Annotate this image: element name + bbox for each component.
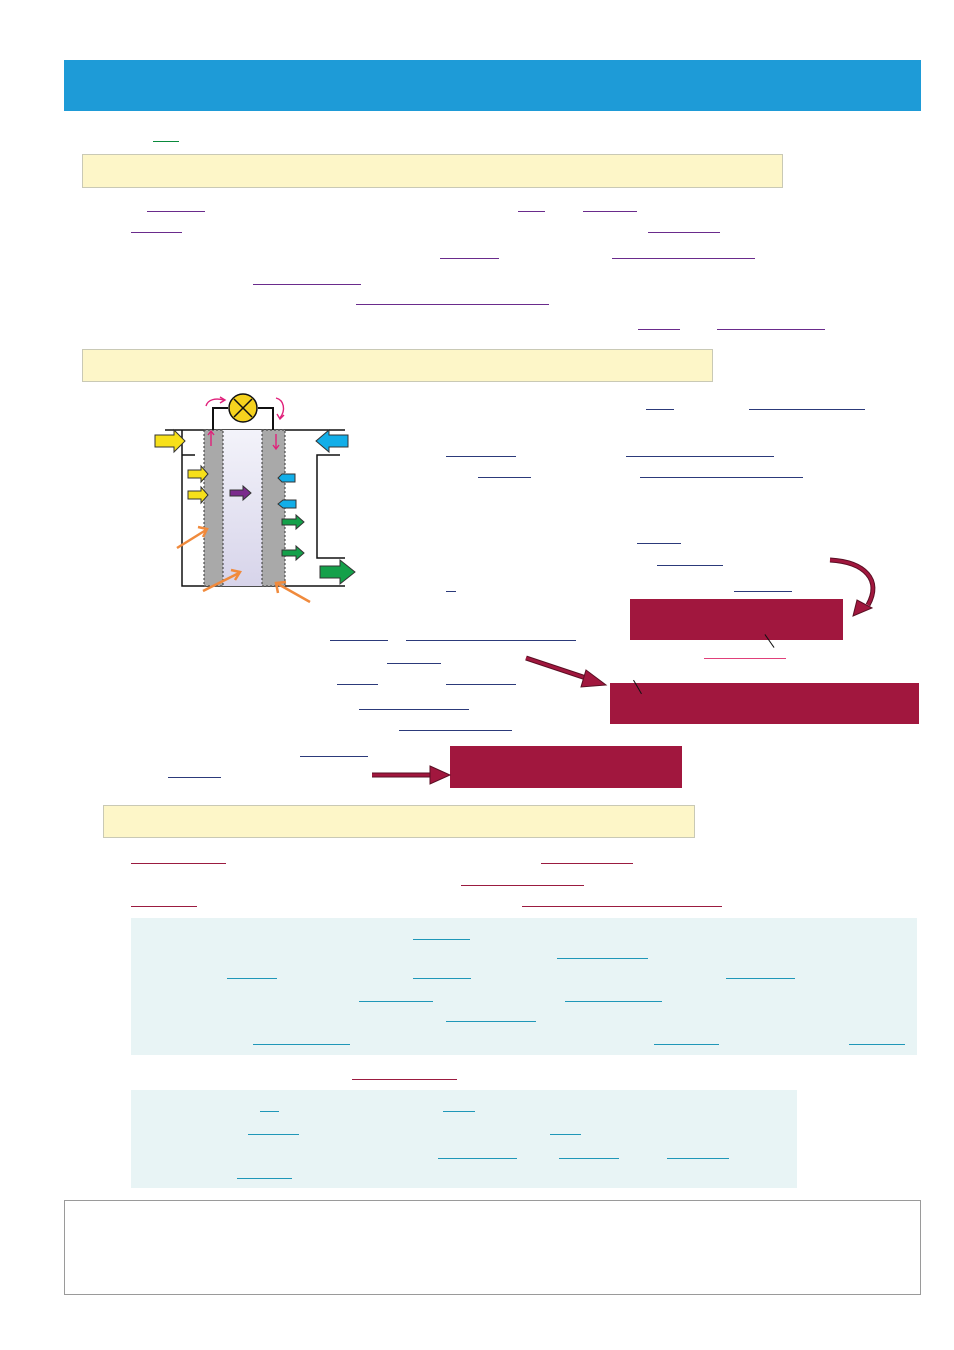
text-underline bbox=[300, 756, 368, 757]
text-underline bbox=[446, 591, 456, 592]
electron-flow-icon bbox=[205, 396, 285, 451]
text-underline bbox=[461, 885, 584, 886]
fuel-cell-diagram bbox=[154, 393, 356, 604]
section-header bbox=[82, 154, 783, 188]
highlight-box bbox=[630, 599, 843, 640]
title-bar bbox=[64, 60, 921, 111]
text-underline bbox=[667, 1158, 729, 1159]
text-underline bbox=[168, 777, 221, 778]
text-underline bbox=[446, 456, 516, 457]
text-underline bbox=[522, 906, 722, 907]
text-underline bbox=[131, 232, 182, 233]
text-underline bbox=[413, 939, 470, 940]
text-underline bbox=[478, 477, 531, 478]
text-underline bbox=[443, 1111, 475, 1112]
electrolyte bbox=[223, 430, 262, 586]
text-underline bbox=[717, 329, 825, 330]
text-underline bbox=[550, 1134, 581, 1135]
text-underline bbox=[657, 565, 723, 566]
text-underline bbox=[359, 1001, 433, 1002]
text-underline bbox=[626, 456, 774, 457]
text-underline bbox=[359, 709, 469, 710]
output-arrow-icon bbox=[281, 513, 356, 586]
text-underline bbox=[131, 863, 226, 864]
text-underline bbox=[237, 1178, 292, 1179]
text-underline bbox=[583, 211, 637, 212]
highlight-box bbox=[450, 746, 682, 788]
info-panel bbox=[131, 918, 917, 1055]
text-underline bbox=[337, 684, 378, 685]
text-underline bbox=[260, 1111, 279, 1112]
text-underline bbox=[399, 730, 512, 731]
text-underline bbox=[565, 1001, 662, 1002]
text-underline bbox=[352, 1079, 457, 1080]
text-underline bbox=[248, 1134, 299, 1135]
text-underline bbox=[227, 978, 277, 979]
callout-arrow-icon bbox=[829, 557, 876, 617]
info-panel bbox=[131, 1090, 797, 1188]
text-underline bbox=[518, 211, 545, 212]
text-underline bbox=[726, 978, 795, 979]
text-underline bbox=[734, 591, 792, 592]
text-underline bbox=[387, 663, 441, 664]
text-underline bbox=[413, 978, 471, 979]
input-arrow-icon bbox=[154, 428, 209, 505]
text-underline bbox=[612, 258, 755, 259]
callout-arrow-icon bbox=[372, 765, 452, 785]
lamp-icon bbox=[228, 393, 258, 423]
text-underline bbox=[559, 1158, 619, 1159]
text-underline bbox=[356, 304, 549, 305]
section-header bbox=[82, 349, 713, 382]
text-underline bbox=[446, 684, 516, 685]
footer-note bbox=[64, 1200, 921, 1295]
cathode bbox=[261, 429, 286, 587]
text-underline bbox=[640, 477, 803, 478]
text-underline bbox=[557, 958, 648, 959]
heat-arrow-icon bbox=[176, 525, 311, 604]
text-underline bbox=[654, 1044, 719, 1045]
text-underline bbox=[648, 232, 720, 233]
text-underline bbox=[153, 141, 179, 142]
section-header bbox=[103, 805, 695, 838]
text-underline bbox=[749, 409, 865, 410]
highlight-box bbox=[610, 683, 919, 724]
input-arrow-icon bbox=[277, 428, 349, 509]
text-underline bbox=[541, 863, 633, 864]
text-underline bbox=[638, 329, 680, 330]
text-underline bbox=[131, 906, 197, 907]
text-underline bbox=[147, 211, 205, 212]
text-underline bbox=[704, 658, 786, 659]
ion-arrow-icon bbox=[229, 484, 252, 502]
text-underline bbox=[849, 1044, 905, 1045]
text-underline bbox=[446, 1021, 536, 1022]
text-underline bbox=[253, 1044, 350, 1045]
text-underline bbox=[406, 640, 576, 641]
text-underline bbox=[330, 640, 388, 641]
text-underline bbox=[438, 1158, 517, 1159]
text-underline bbox=[637, 543, 681, 544]
text-underline bbox=[440, 258, 499, 259]
text-underline bbox=[253, 284, 361, 285]
text-underline bbox=[646, 409, 674, 410]
anode bbox=[203, 429, 224, 587]
callout-arrow-icon bbox=[525, 655, 608, 688]
